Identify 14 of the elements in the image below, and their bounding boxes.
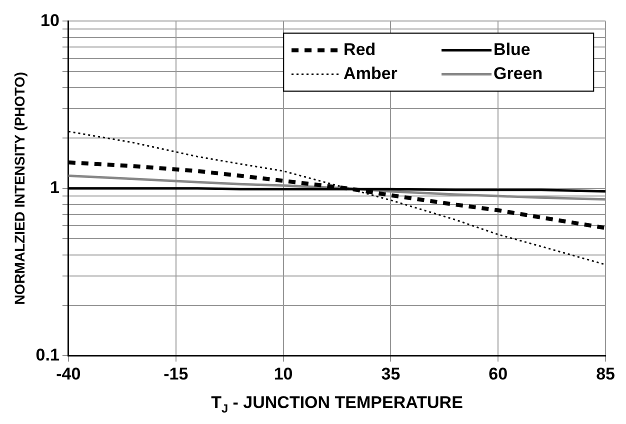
x-tick-label: 10 [274, 364, 293, 384]
x-tick-label: 60 [488, 364, 508, 384]
y-tick-label: 0.1 [36, 345, 60, 364]
legend-label: Green [494, 64, 543, 83]
x-tick-label: 85 [596, 364, 616, 384]
x-tick-label: -15 [164, 364, 188, 384]
legend-label: Blue [494, 40, 530, 59]
y-tick-label: 10 [40, 10, 60, 30]
legend-label: Amber [344, 64, 398, 83]
y-axis-title: NORMALZIED INTENSITY (PHOTO) [11, 72, 28, 305]
y-tick-label: 1 [50, 178, 60, 198]
x-tick-label: -40 [56, 364, 81, 384]
x-tick-label: 35 [381, 364, 400, 384]
legend-label: Red [344, 40, 376, 59]
